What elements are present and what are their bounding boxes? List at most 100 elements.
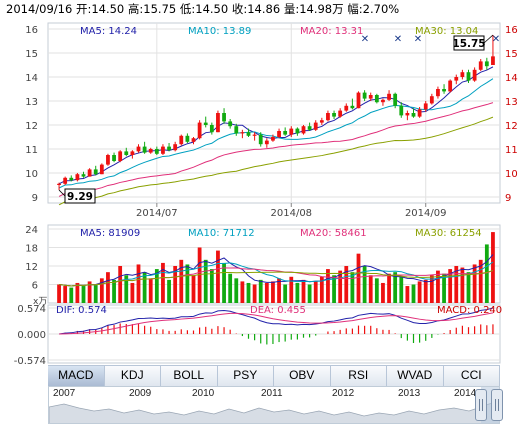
volume-bar xyxy=(423,279,428,303)
macd-tick: -0.574 xyxy=(14,356,46,365)
candle-body xyxy=(271,137,275,141)
volume-panel[interactable]: 6 12 18 24 MA5: 81909 MA10: 71712 MA20: 584… xyxy=(25,224,501,307)
volume-bar xyxy=(387,273,391,303)
x-tick-label: 2014/08 xyxy=(271,208,313,219)
volume-bar xyxy=(185,264,190,303)
candle-body xyxy=(484,61,489,67)
header-date: 2014/09/16 xyxy=(6,2,72,16)
volume-bar xyxy=(411,284,416,303)
vol-ma30-legend: MA30: 61254 xyxy=(415,228,482,239)
range-navigator[interactable]: 2007 2009 2010 2011 2012 2013 2014 xyxy=(48,386,500,424)
volume-bar xyxy=(368,275,373,303)
volume-bar xyxy=(203,259,208,303)
header-high-label: 高: xyxy=(128,2,143,16)
candle-body xyxy=(307,126,312,130)
candle-body xyxy=(381,99,385,103)
candle-body xyxy=(350,105,355,109)
header-change-label: 幅: xyxy=(347,2,362,16)
high-callout: 15.75 xyxy=(452,34,494,51)
tab-macd[interactable]: MACD xyxy=(48,366,105,386)
candle-body xyxy=(405,113,410,116)
candle-body xyxy=(167,146,171,151)
candle-body xyxy=(246,132,251,136)
event-marker-icon: ✕ xyxy=(394,34,402,45)
ma20-line xyxy=(58,102,494,197)
volume-bar xyxy=(429,275,434,303)
price-tick-left: 11 xyxy=(25,145,38,156)
candle-body xyxy=(289,128,294,135)
tab-cci[interactable]: CCI xyxy=(443,366,500,386)
macd-lines xyxy=(58,307,494,335)
volume-bar xyxy=(283,284,288,303)
volume-tick: 24 xyxy=(25,225,38,236)
volume-bar xyxy=(356,253,361,303)
candlesticks xyxy=(57,35,495,191)
candle-body xyxy=(185,135,190,142)
candle-body xyxy=(209,125,214,133)
volume-bar xyxy=(234,278,239,303)
navigator-left-handle[interactable] xyxy=(475,389,487,421)
macd-panel[interactable]: -0.574 0.000 0.574 DIF: 0.574 DEA: 0.455 M… xyxy=(14,304,502,365)
price-panel-frame xyxy=(47,22,501,204)
dea-line xyxy=(59,312,494,335)
volume-bar xyxy=(142,272,147,303)
volume-bar xyxy=(350,272,355,303)
volume-bar xyxy=(154,269,159,303)
candle-body xyxy=(374,95,379,103)
header-low: 14.50 xyxy=(195,2,228,16)
candle-body xyxy=(179,135,184,145)
price-tick-right: 13 xyxy=(505,97,518,108)
price-tick-left: 13 xyxy=(25,97,38,108)
volume-bar xyxy=(381,282,385,303)
x-tick-label: 2014/09 xyxy=(405,208,447,219)
tab-rsi[interactable]: RSI xyxy=(330,366,387,386)
candle-body xyxy=(399,105,404,116)
tab-wvad[interactable]: WVAD xyxy=(387,366,444,386)
candle-body xyxy=(356,92,361,109)
tab-obv[interactable]: OBV xyxy=(274,366,331,386)
macd-histogram xyxy=(64,323,494,345)
candle-body xyxy=(338,110,343,117)
header-high: 15.75 xyxy=(143,2,176,16)
header-close-label: 收: xyxy=(232,2,247,16)
price-tick-left: 15 xyxy=(25,49,38,60)
navigator-right-handle[interactable] xyxy=(491,389,503,421)
nav-year-2010: 2010 xyxy=(192,388,215,399)
candle-body xyxy=(436,89,440,97)
nav-year-2009: 2009 xyxy=(129,388,152,399)
volume-bar xyxy=(466,272,471,303)
tab-psy[interactable]: PSY xyxy=(217,366,274,386)
candle-body xyxy=(93,169,98,175)
candle-body xyxy=(277,131,281,137)
volume-bar xyxy=(442,273,446,303)
nav-year-2014: 2014 xyxy=(454,388,477,399)
tab-kdj[interactable]: KDJ xyxy=(104,366,161,386)
price-x-axis: 2014/07 2014/08 2014/09 xyxy=(136,203,446,219)
candle-body xyxy=(442,89,446,92)
volume-bar xyxy=(332,275,336,303)
candle-body xyxy=(393,93,398,106)
price-tick-left: 16 xyxy=(25,25,38,36)
candle-body xyxy=(368,95,373,99)
nav-year-2013: 2013 xyxy=(398,388,421,399)
volume-bar xyxy=(326,269,330,303)
volume-bar xyxy=(216,250,220,303)
candle-body xyxy=(57,183,61,185)
candle-body xyxy=(75,174,80,181)
tab-boll[interactable]: BOLL xyxy=(161,366,218,386)
candle-body xyxy=(99,164,104,175)
volume-bar xyxy=(338,270,343,303)
volume-bar xyxy=(112,279,116,303)
volume-bar xyxy=(93,284,98,303)
volume-tick: 6 xyxy=(32,281,38,292)
volume-ma30-line xyxy=(58,270,494,287)
candle-body xyxy=(87,169,92,177)
candle-body xyxy=(240,132,245,134)
candle-body xyxy=(191,138,196,142)
x-tick-label: 2014/07 xyxy=(136,208,178,219)
volume-bar xyxy=(484,244,489,303)
vol-ma5-legend: MA5: 81909 xyxy=(80,228,140,239)
volume-bar xyxy=(436,270,440,303)
header-info: 2014/09/16 开:14.50 高:15.75 低:14.50 收:14.… xyxy=(6,2,399,16)
